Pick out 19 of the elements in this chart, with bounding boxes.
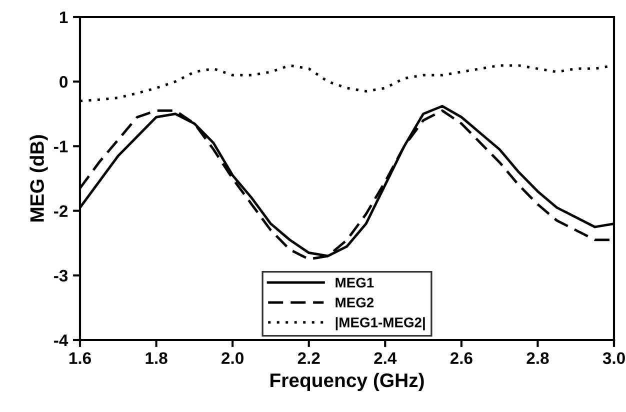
legend-label: MEG2 <box>336 298 374 308</box>
y-tick-label: 0 <box>60 76 68 88</box>
legend-label: MEG1 <box>336 278 374 288</box>
y-tick-label: -3 <box>54 270 68 282</box>
legend-label: |MEG1-MEG2| <box>336 317 425 330</box>
y-tick-label: -2 <box>54 205 68 217</box>
x-tick-label: 1.8 <box>146 352 168 364</box>
y-tick-label: -4 <box>54 334 68 346</box>
x-tick-label: 1.6 <box>69 352 91 364</box>
x-tick-label: 2.0 <box>222 352 244 364</box>
x-axis-title: Frequency (GHz) <box>270 372 424 392</box>
x-tick-label: 2.6 <box>450 352 472 364</box>
y-tick-label: 1 <box>60 12 68 24</box>
x-tick-label: 2.8 <box>526 352 549 364</box>
x-tick-label: 2.2 <box>298 352 320 364</box>
y-axis-title: MEG (dB) <box>30 135 48 222</box>
x-tick-label: 3.0 <box>602 352 625 364</box>
y-tick-label: -1 <box>54 140 68 152</box>
x-tick-label: 2.4 <box>374 352 397 364</box>
